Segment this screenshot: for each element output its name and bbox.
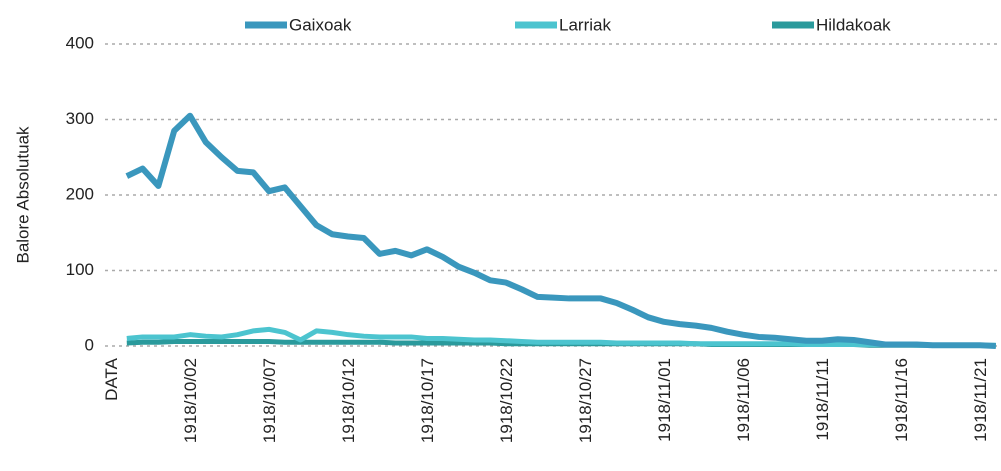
x-tick-label: 1918/11/16 <box>892 358 911 442</box>
x-tick-label: 1918/10/02 <box>181 358 200 443</box>
y-tick-label: 0 <box>85 335 94 354</box>
x-tick-label: 1918/10/17 <box>418 358 437 443</box>
series-line <box>125 112 996 349</box>
x-tick-label: 1918/11/01 <box>655 358 674 442</box>
y-axis-label: Balore Absolutuak <box>13 126 32 264</box>
legend-label: Larriak <box>559 15 611 34</box>
x-tick-label: 1918/10/07 <box>260 358 279 443</box>
y-tick-label: 200 <box>66 184 94 203</box>
x-tick-label: 1918/11/06 <box>734 358 753 442</box>
legend-label: Hildakoak <box>816 15 891 34</box>
series-line <box>126 326 996 348</box>
x-tick-label: 1918/10/27 <box>576 358 595 443</box>
x-tick-label: 1918/10/12 <box>339 358 358 443</box>
y-tick-label: 300 <box>66 109 94 128</box>
y-tick-label: 400 <box>66 33 94 52</box>
x-tick-label: 1918/10/22 <box>497 358 516 443</box>
x-tick-label: 1918/11/21 <box>971 358 990 442</box>
x-tick-label: DATA <box>102 357 121 400</box>
y-tick-label: 100 <box>66 260 94 279</box>
legend-label: Gaixoak <box>289 15 352 34</box>
x-tick-label: 1918/11/11 <box>813 358 832 441</box>
